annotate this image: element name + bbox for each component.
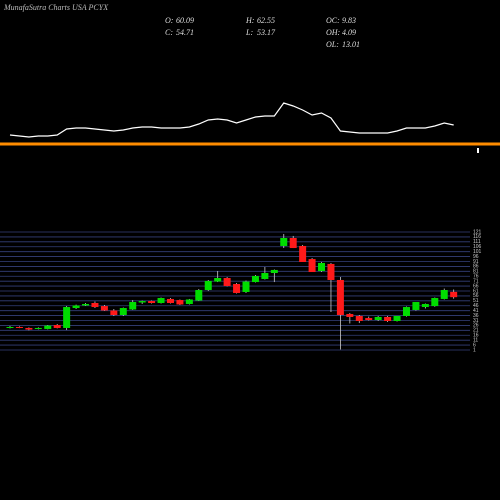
candle-body bbox=[299, 245, 307, 262]
y-tick-label: 81 bbox=[473, 269, 479, 275]
candle-body bbox=[289, 237, 297, 249]
candle-body bbox=[355, 315, 363, 321]
y-tick-label: 91 bbox=[473, 259, 479, 265]
y-tick-label: 16 bbox=[473, 333, 479, 339]
y-tick-label: 21 bbox=[473, 328, 479, 334]
stat-label: OH: bbox=[326, 28, 341, 37]
stat-value: 4.09 bbox=[342, 28, 356, 37]
y-tick-label: 36 bbox=[473, 313, 479, 319]
candle-body bbox=[393, 315, 401, 321]
y-tick-label: 41 bbox=[473, 308, 479, 314]
candle-body bbox=[336, 279, 344, 315]
stat-label: OC: bbox=[326, 16, 340, 25]
candle-body bbox=[308, 259, 316, 273]
candle-body bbox=[185, 299, 193, 304]
y-tick-label: 101 bbox=[473, 249, 482, 255]
y-tick-label: 116 bbox=[473, 234, 481, 240]
candle-body bbox=[318, 262, 326, 272]
y-tick-label: 76 bbox=[473, 274, 479, 280]
y-tick-label: 1 bbox=[473, 347, 476, 353]
indicator-line bbox=[9, 102, 454, 138]
candle-body bbox=[402, 307, 410, 316]
y-tick-label: 106 bbox=[473, 244, 482, 250]
y-tick-label: 51 bbox=[473, 298, 479, 304]
candle-body bbox=[242, 281, 250, 292]
candle-body bbox=[25, 327, 33, 330]
candle-body bbox=[91, 302, 99, 308]
candle-body bbox=[129, 302, 137, 310]
y-tick-label: 121 bbox=[473, 229, 482, 235]
candle-body bbox=[6, 326, 14, 328]
stat-value: 13.01 bbox=[342, 40, 360, 49]
stat-value: 9.83 bbox=[342, 16, 356, 25]
candle-body bbox=[53, 325, 61, 328]
stat-label: O: bbox=[165, 16, 174, 25]
candle-body bbox=[72, 305, 80, 309]
y-tick-label: 11 bbox=[473, 337, 478, 343]
y-tick-label: 96 bbox=[473, 254, 479, 260]
candle-body bbox=[176, 300, 184, 305]
y-tick-label: 26 bbox=[473, 323, 479, 329]
candle-body bbox=[82, 303, 90, 306]
candle-body bbox=[15, 326, 23, 328]
candle-body bbox=[327, 263, 335, 280]
y-tick-label: 46 bbox=[473, 303, 479, 309]
candle-body bbox=[346, 314, 354, 317]
candle-body bbox=[280, 237, 288, 246]
candle-body bbox=[412, 302, 420, 310]
candle-body bbox=[166, 298, 174, 303]
candle-body bbox=[431, 297, 439, 307]
y-tick-label: 6 bbox=[473, 342, 476, 348]
candle-body bbox=[63, 307, 71, 328]
candle-body bbox=[214, 278, 222, 282]
chart-title: MunafaSutra Charts USA PCYX bbox=[3, 3, 109, 12]
y-tick-label: 86 bbox=[473, 264, 479, 270]
stat-value: 54.71 bbox=[176, 28, 194, 37]
stat-label: C: bbox=[165, 28, 173, 37]
marker bbox=[477, 148, 479, 153]
candle-body bbox=[261, 273, 269, 280]
candle-body bbox=[270, 269, 278, 274]
stat-value: 53.17 bbox=[257, 28, 276, 37]
candle-body bbox=[374, 316, 382, 321]
y-tick-label: 66 bbox=[473, 283, 479, 289]
candle-body bbox=[251, 275, 259, 283]
y-tick-label: 111 bbox=[473, 239, 481, 245]
candle-body bbox=[148, 301, 156, 303]
candle-body bbox=[421, 303, 429, 308]
stat-value: 60.09 bbox=[176, 16, 194, 25]
candle-body bbox=[195, 290, 203, 301]
stat-value: 62.55 bbox=[257, 16, 275, 25]
stat-label: H: bbox=[245, 16, 255, 25]
candle-body bbox=[233, 284, 241, 293]
candle-body bbox=[110, 310, 118, 315]
stat-label: OL: bbox=[326, 40, 339, 49]
candle-body bbox=[204, 280, 212, 291]
y-tick-label: 56 bbox=[473, 293, 479, 299]
candle-body bbox=[450, 291, 458, 298]
candle-body bbox=[384, 316, 392, 321]
candle-body bbox=[223, 278, 231, 286]
candle-body bbox=[440, 290, 448, 299]
candle-body bbox=[100, 306, 108, 311]
y-tick-label: 61 bbox=[473, 288, 479, 294]
candle-body bbox=[138, 301, 146, 303]
stat-label: L: bbox=[245, 28, 253, 37]
candle-body bbox=[157, 297, 165, 303]
candle-body bbox=[119, 308, 127, 315]
divider bbox=[0, 142, 500, 146]
y-tick-label: 31 bbox=[473, 318, 479, 324]
y-tick-label: 71 bbox=[473, 278, 479, 284]
candle-body bbox=[44, 325, 52, 329]
candle-body bbox=[34, 327, 42, 329]
candle-body bbox=[365, 318, 373, 321]
